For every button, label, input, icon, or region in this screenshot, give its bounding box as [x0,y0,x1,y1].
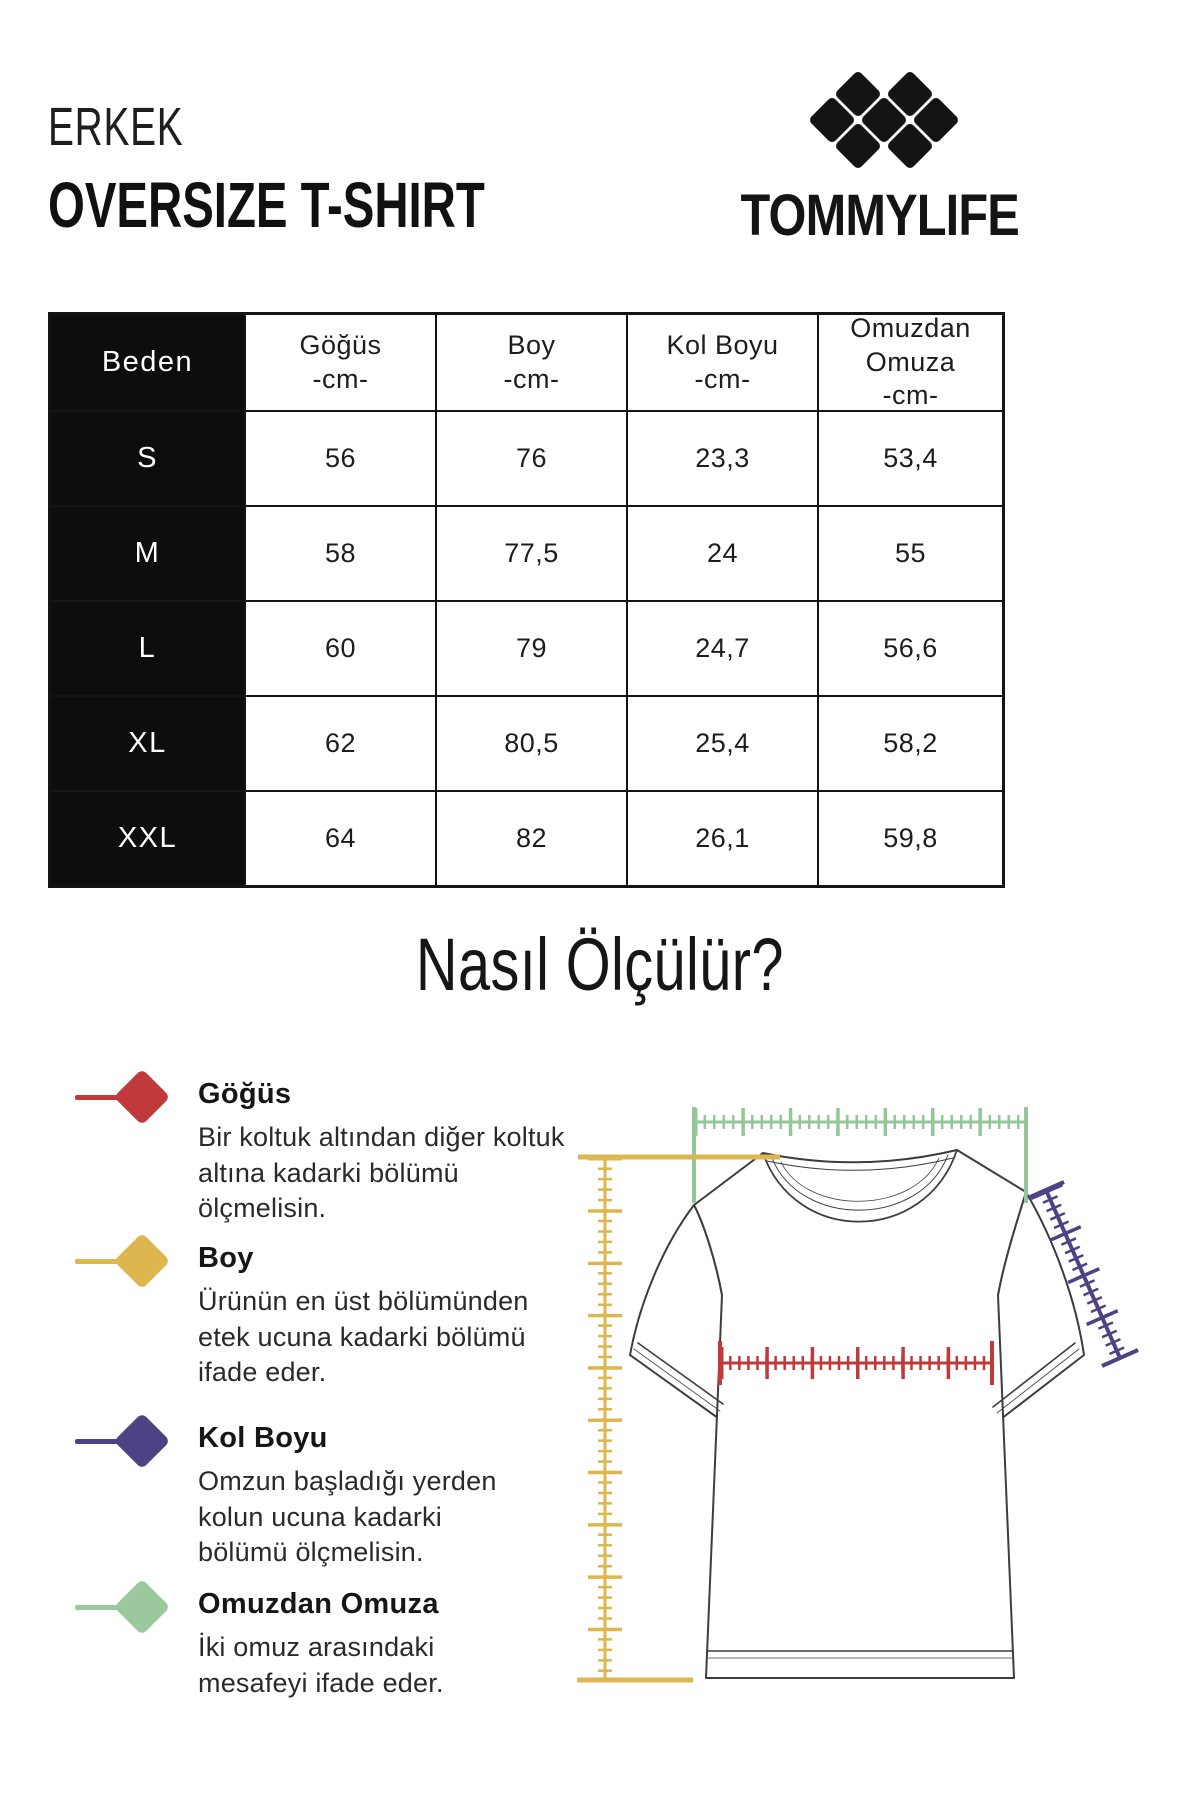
table-cell: 82 [437,792,626,885]
tshirt-measure-diagram [577,1107,1139,1683]
legend-line [75,1605,137,1610]
length-ruler [577,1154,780,1683]
table-cell: 25,4 [628,697,817,790]
table-cell: 26,1 [628,792,817,885]
legend-description: Bir koltuk altından diğer koltuk altına … [198,1122,565,1224]
brand-name: TOMMYLIFE [740,183,1020,248]
chest-ruler [718,1341,994,1385]
table-cell: 79 [437,602,626,695]
legend-title: Göğüs [198,1078,292,1110]
size-label: M [51,507,244,600]
column-name: Boy [507,329,556,360]
legend-title: Omuzdan Omuza [198,1588,439,1620]
shoulder-diamond-icon [113,1578,171,1636]
legend-title: Boy [198,1242,254,1274]
legend-item-sleeve: Kol Boyu Omzun başladığı yerden kolun uc… [75,1412,505,1571]
column-name: Kol Boyu [666,329,779,360]
legend-item-chest: Göğüs Bir koltuk altından diğer koltuk a… [75,1068,564,1227]
table-cell: 23,3 [628,412,817,505]
table-cell: 56,6 [819,602,1002,695]
table-cell: 64 [246,792,435,885]
table-corner-header: Beden [51,315,244,410]
chest-diamond-icon [113,1068,171,1126]
brand-logo: TOMMYLIFE [741,69,1020,249]
size-label: XL [51,697,244,790]
table-cell: 55 [819,507,1002,600]
column-unit: -cm- [882,380,939,411]
tommylife-diamonds-icon [804,69,961,174]
column-unit: -cm- [694,363,751,394]
size-label: L [51,602,244,695]
table-cell: 80,5 [437,697,626,790]
legend-line [75,1095,137,1100]
table-cell: 24,7 [628,602,817,695]
legend-description: Omzun başladığı yerden kolun ucuna kadar… [198,1466,497,1568]
product-title: OVERSIZE T-SHIRT [48,169,485,241]
column-header-sleeve: Kol Boyu -cm- [628,315,817,410]
table-cell: 62 [246,697,435,790]
sleeve-diamond-icon [113,1412,171,1470]
sleeve-ruler [1027,1180,1139,1368]
column-header-shoulder: Omuzdan Omuza -cm- [819,312,1002,411]
column-header-length: Boy -cm- [437,315,626,410]
legend-description: İki omuz arasındaki mesafeyi ifade eder. [198,1632,444,1698]
table-cell: 77,5 [437,507,626,600]
column-unit: -cm- [503,363,560,394]
column-name: Omuzdan Omuza [850,312,971,377]
column-header-chest: Göğüs -cm- [246,315,435,410]
table-cell: 58 [246,507,435,600]
table-cell: 58,2 [819,697,1002,790]
table-cell: 76 [437,412,626,505]
legend-description: Ürünün en üst bölümünden etek ucuna kada… [198,1286,529,1388]
length-diamond-icon [113,1232,171,1290]
table-cell: 24 [628,507,817,600]
category-title: ERKEK [48,97,184,157]
tshirt-outline [629,1149,1085,1679]
column-unit: -cm- [312,363,369,394]
size-label: S [51,412,244,505]
table-cell: 56 [246,412,435,505]
size-table: Beden Göğüs -cm- Boy -cm- Kol Boyu -cm- … [48,312,1005,888]
legend-line [75,1439,137,1444]
column-name: Göğüs [299,329,382,360]
how-to-measure-title: Nasıl Ölçülür? [416,923,784,1006]
legend-line [75,1259,137,1264]
legend-title: Kol Boyu [198,1422,328,1454]
size-label: XXL [51,792,244,885]
legend-item-shoulder: Omuzdan Omuza İki omuz arasındaki mesafe… [75,1578,505,1701]
table-cell: 53,4 [819,412,1002,505]
legend-item-length: Boy Ürünün en üst bölümünden etek ucuna … [75,1232,528,1391]
table-cell: 60 [246,602,435,695]
table-cell: 59,8 [819,792,1002,885]
